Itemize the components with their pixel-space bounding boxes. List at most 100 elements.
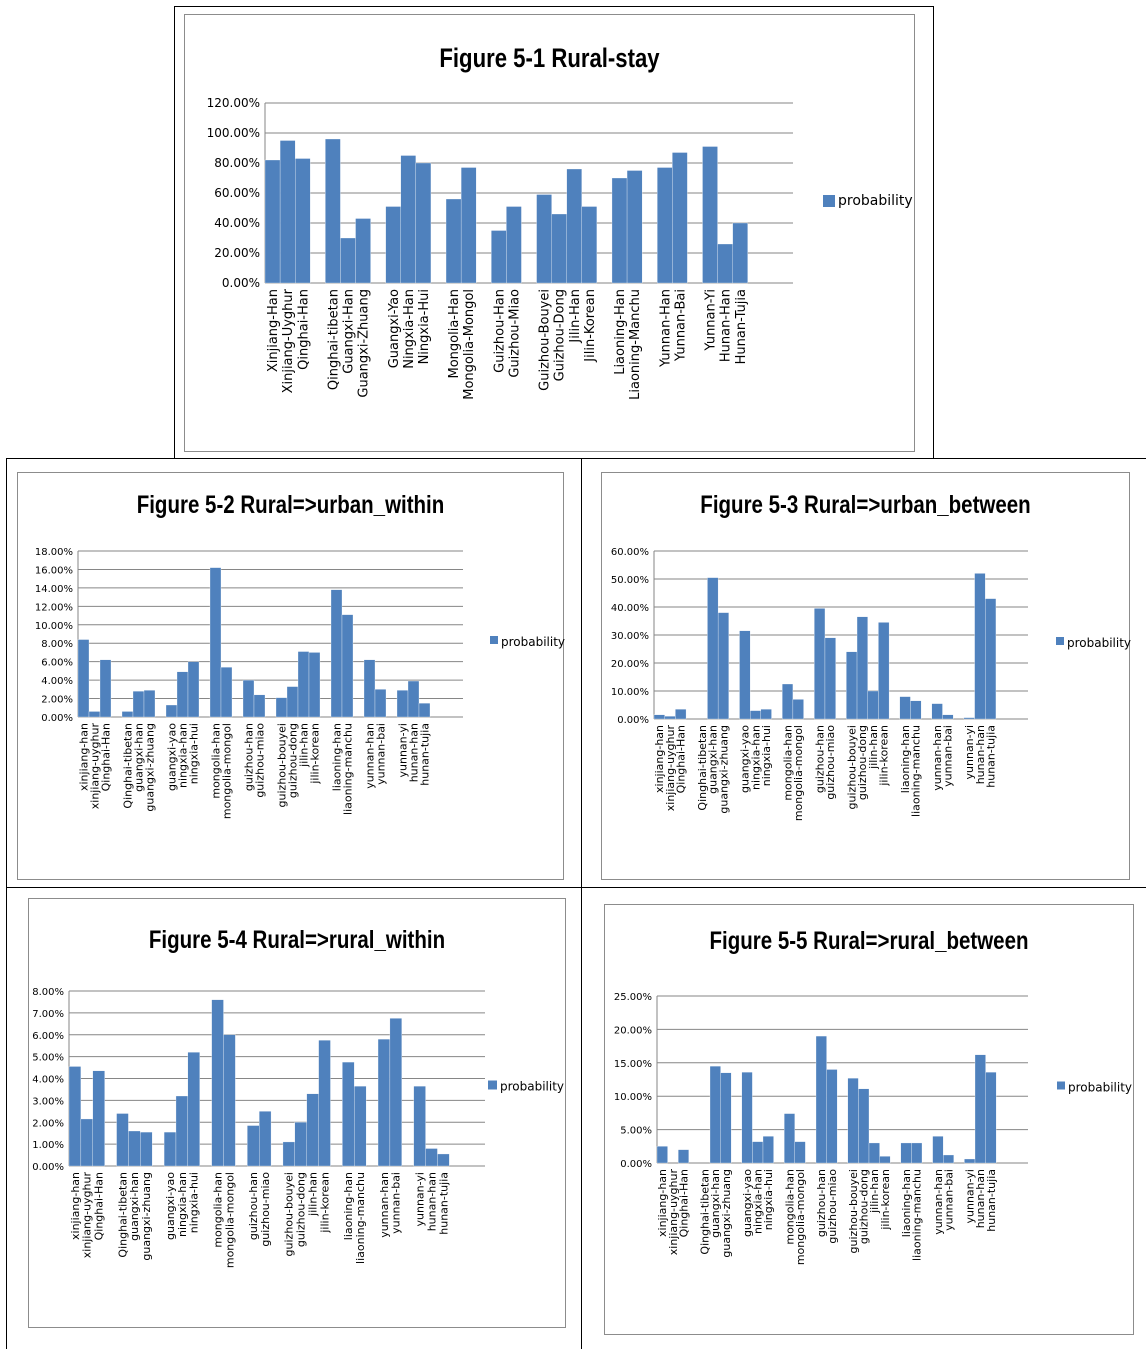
bar: [407, 680, 420, 718]
bar: [741, 1072, 753, 1164]
x-tick-label: Hunan-Tujia: [734, 289, 749, 364]
bar: [672, 152, 688, 284]
table-row-divider-2: [6, 887, 1146, 888]
x-tick-label: Qinghai-tibetan: [121, 723, 134, 809]
bar: [355, 218, 371, 284]
bar: [732, 222, 748, 284]
bar: [942, 714, 954, 720]
x-tick-label: guizhou-dong: [286, 723, 299, 798]
bar: [911, 1142, 923, 1164]
y-tick-label: 15.00%: [614, 1059, 652, 1070]
x-tick-label: yunnan-bai: [942, 725, 955, 787]
x-tick-label: jilin-korean: [879, 1169, 892, 1231]
chart-title: Figure 5-2 Rural=>urban_within: [136, 491, 445, 519]
bar: [88, 711, 101, 718]
x-tick-label: ningxia-han: [176, 1172, 189, 1237]
legend-swatch: [488, 1080, 497, 1090]
y-tick-label: 20.00%: [611, 659, 649, 670]
bar: [878, 622, 890, 720]
y-tick-label: 20.00%: [614, 1025, 652, 1036]
bar: [341, 614, 354, 718]
x-tick-label: guangxi-zhuang: [720, 1169, 733, 1258]
bar: [536, 194, 552, 284]
bar: [752, 1141, 764, 1164]
x-tick-label: jilin-korean: [318, 1172, 331, 1234]
x-tick-label: yunnan-han: [932, 1169, 945, 1235]
legend-label: probability: [1068, 1081, 1132, 1095]
y-tick-label: 6.00%: [41, 658, 73, 669]
x-tick-label: guizhou-han: [815, 1169, 828, 1237]
y-tick-label: 5.00%: [620, 1126, 652, 1137]
bar: [707, 577, 719, 720]
x-tick-label: guangxi-han: [128, 1172, 141, 1241]
x-tick-label: mongolia-mongol: [220, 723, 233, 819]
bar: [385, 206, 401, 284]
bar: [626, 170, 643, 284]
x-tick-label: xinjiang-uyghur: [88, 723, 101, 810]
x-tick-label: guizhou-miao: [826, 1169, 839, 1244]
bar: [220, 667, 233, 718]
x-tick-label: yunnan-bai: [390, 1172, 403, 1234]
bar: [342, 1061, 355, 1167]
table-border-top: [174, 6, 934, 7]
x-tick-label: Guizhou-Han: [492, 289, 507, 373]
x-tick-label: guizhou-bouyei: [846, 725, 859, 809]
y-tick-label: 12.00%: [35, 602, 73, 613]
table-border-right-top: [933, 6, 934, 458]
x-tick-label: hunan-han: [974, 1169, 987, 1228]
x-tick-label: xinjiang-uyghur: [664, 725, 677, 812]
bar: [750, 710, 762, 720]
y-tick-label: 2.00%: [32, 1118, 64, 1129]
y-tick-label: 4.00%: [32, 1075, 64, 1086]
bar: [717, 243, 733, 284]
x-tick-label: Liaoning-Han: [613, 289, 628, 375]
x-tick-label: hunan-han: [425, 1172, 438, 1231]
bar: [675, 709, 687, 720]
x-tick-label: Guizhou-Bouyei: [538, 289, 553, 391]
bar: [253, 694, 266, 718]
x-tick-label: yunnan-yi: [396, 723, 409, 777]
bar: [286, 686, 299, 718]
chart-svg: 0.00% 10.00% 20.00% 30.00% 40.00% 50.00% 60.00…: [611, 547, 1131, 821]
x-tick-label: guangxi-zhuang: [143, 723, 156, 812]
x-tick-label: guizhou-bouyei: [283, 1172, 296, 1256]
bar: [815, 1035, 827, 1164]
bar: [187, 1052, 200, 1167]
x-tick-label: jilin-han: [297, 723, 310, 768]
x-tick-label: Jilin-Han: [568, 289, 583, 344]
y-tick-label: 60.00%: [214, 186, 260, 200]
chart-title: Figure 5-4 Rural=>rural_within: [148, 926, 446, 954]
bar: [80, 1118, 93, 1167]
x-tick-label: guizhou-dong: [856, 725, 869, 800]
chart-svg: 0.00% 1.00% 2.00% 3.00% 4.00% 5.00% 6.00% 7.00%…: [32, 987, 564, 1268]
x-tick-label: ningxia-hui: [187, 723, 200, 784]
bar: [879, 1156, 891, 1164]
x-tick-label: yunnan-yi: [413, 1172, 426, 1226]
y-tick-label: 10.00%: [611, 687, 649, 698]
y-tick-label: 60.00%: [611, 547, 649, 558]
y-tick-label: 40.00%: [214, 216, 260, 230]
x-tick-label: Qinghai-Han: [675, 725, 688, 793]
x-tick-label: guangxi-yao: [739, 725, 752, 793]
y-tick-label: 30.00%: [611, 631, 649, 642]
x-tick-label: ningxia-hui: [188, 1172, 201, 1233]
bar: [963, 717, 975, 720]
x-tick-label: guizhou-bouyei: [847, 1169, 860, 1253]
bar: [985, 598, 997, 720]
bar: [163, 1131, 177, 1167]
y-tick-label: 5.00%: [32, 1053, 64, 1064]
bar: [330, 589, 343, 718]
x-tick-label: Qinghai-Han: [296, 289, 311, 370]
bar: [132, 691, 145, 718]
bar: [581, 206, 598, 284]
x-tick-label: xinjiang-han: [77, 723, 90, 791]
chart-title: Figure 5-1 Rural-stay: [439, 43, 660, 73]
x-tick-label: Ningxia-Hui: [417, 289, 432, 364]
x-tick-label: Qinghai-Han: [99, 723, 112, 791]
bar: [867, 690, 879, 720]
y-tick-label: 100.00%: [207, 126, 260, 140]
bar: [739, 630, 751, 720]
y-tick-label: 50.00%: [611, 575, 649, 586]
chart-title: Figure 5-5 Rural=>rural_between: [709, 927, 1029, 955]
legend-label: probability: [501, 635, 565, 649]
